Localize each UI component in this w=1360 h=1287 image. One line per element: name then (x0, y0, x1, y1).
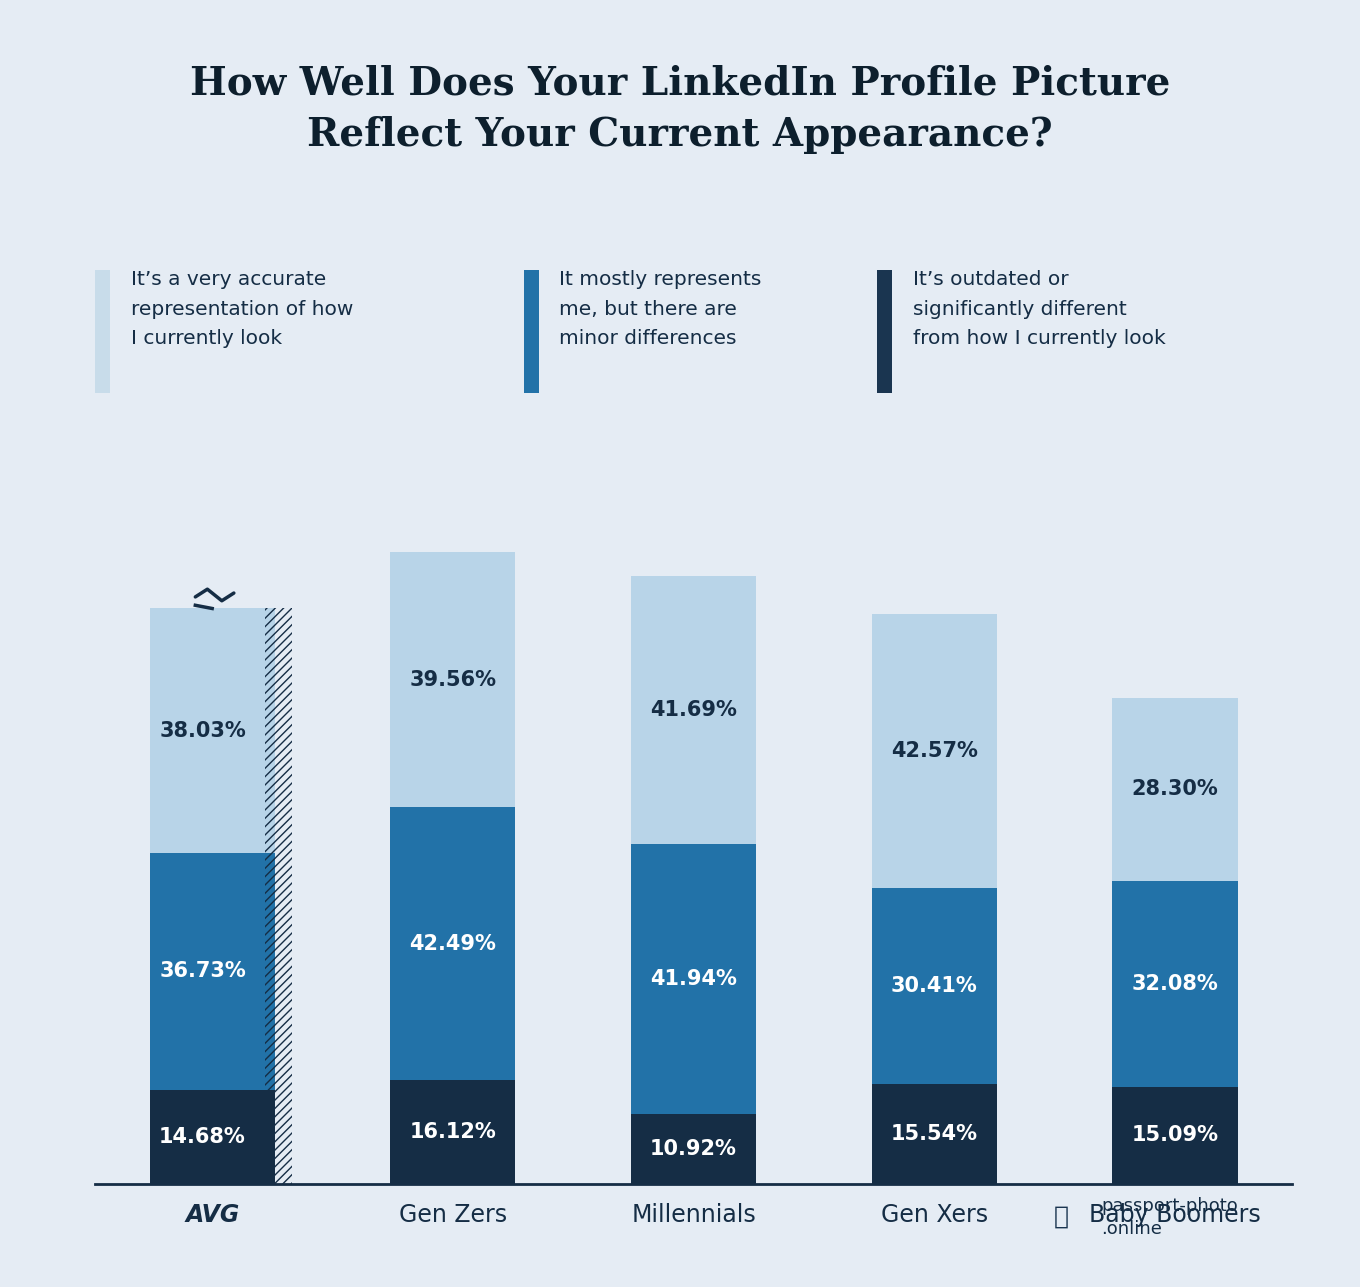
Text: 15.09%: 15.09% (1132, 1126, 1219, 1145)
Bar (872, 888, 997, 1084)
Bar (872, 1084, 997, 1184)
Bar (265, 609, 292, 1184)
Text: It’s outdated or
significantly different
from how I currently look: It’s outdated or significantly different… (913, 270, 1166, 349)
Text: 14.68%: 14.68% (159, 1127, 246, 1147)
Bar (150, 1090, 275, 1184)
Text: 10.92%: 10.92% (650, 1139, 737, 1158)
Text: 39.56%: 39.56% (409, 669, 496, 690)
Text: 38.03%: 38.03% (159, 721, 246, 741)
Bar (631, 844, 756, 1113)
Bar (1112, 699, 1238, 880)
Bar (390, 1080, 515, 1184)
Text: 30.41%: 30.41% (891, 977, 978, 996)
Text: ■: ■ (1073, 1201, 1108, 1234)
Bar (390, 807, 515, 1080)
Text: 15.54%: 15.54% (891, 1124, 978, 1144)
Bar (631, 1113, 756, 1184)
Bar (872, 614, 997, 888)
Text: Reflect Your Current Appearance?: Reflect Your Current Appearance? (307, 116, 1053, 154)
Text: .online: .online (1102, 1220, 1163, 1238)
Bar (631, 575, 756, 844)
Text: 36.73%: 36.73% (159, 961, 246, 982)
Text: It mostly represents
me, but there are
minor differences: It mostly represents me, but there are m… (559, 270, 762, 349)
Text: 16.12%: 16.12% (409, 1122, 496, 1142)
Text: 📷: 📷 (1053, 1205, 1069, 1228)
Text: How Well Does Your LinkedIn Profile Picture: How Well Does Your LinkedIn Profile Pict… (190, 64, 1170, 103)
Text: 41.94%: 41.94% (650, 969, 737, 988)
Bar (390, 552, 515, 807)
Bar (1112, 880, 1238, 1088)
Text: 41.69%: 41.69% (650, 700, 737, 719)
Bar (1112, 1088, 1238, 1184)
Text: 42.49%: 42.49% (409, 933, 496, 954)
Text: 42.57%: 42.57% (891, 741, 978, 762)
Text: It’s a very accurate
representation of how
I currently look: It’s a very accurate representation of h… (131, 270, 354, 349)
Text: 32.08%: 32.08% (1132, 974, 1219, 994)
Bar (150, 609, 275, 853)
Text: 28.30%: 28.30% (1132, 780, 1219, 799)
Text: passport-photo: passport-photo (1102, 1197, 1239, 1215)
Bar (150, 853, 275, 1090)
